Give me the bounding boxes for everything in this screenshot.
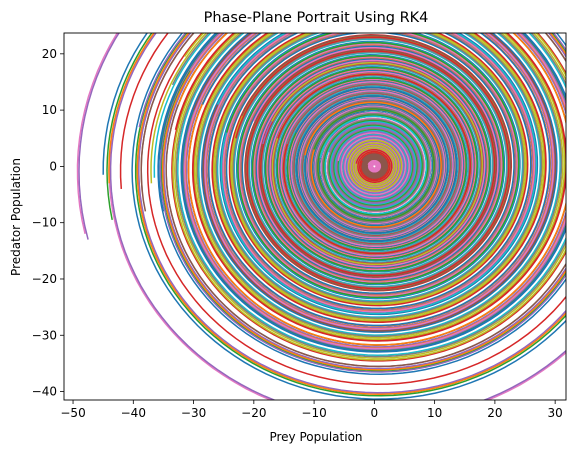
plot-frame bbox=[63, 32, 567, 401]
y-tick-label: −30 bbox=[32, 328, 57, 342]
x-tick-label: −40 bbox=[121, 406, 146, 420]
x-tick-label: 20 bbox=[487, 406, 502, 420]
x-tick-label: 10 bbox=[427, 406, 442, 420]
y-tick-label: 10 bbox=[42, 103, 57, 117]
x-tick-label: −10 bbox=[301, 406, 326, 420]
x-tick-label: −30 bbox=[181, 406, 206, 420]
y-tick-label: −40 bbox=[32, 385, 57, 399]
x-tick-label: 30 bbox=[548, 406, 563, 420]
trajectory-curves bbox=[76, 33, 566, 400]
trajectory-line bbox=[361, 153, 388, 179]
y-tick-label: −10 bbox=[32, 216, 57, 230]
trajectory-line bbox=[367, 159, 382, 173]
x-axis-ticks: −50 −40 −30 −20 −10 0 10 20 30 bbox=[60, 400, 563, 420]
y-axis-ticks: −40 −30 −20 −10 0 10 20 bbox=[32, 47, 64, 399]
chart-title: Phase-Plane Portrait Using RK4 bbox=[204, 10, 429, 26]
x-axis-title: Prey Population bbox=[269, 430, 362, 444]
y-axis-title: Predator Population bbox=[9, 158, 23, 276]
x-tick-label: −50 bbox=[60, 406, 85, 420]
x-tick-label: 0 bbox=[371, 406, 379, 420]
y-tick-label: 0 bbox=[49, 159, 57, 173]
y-tick-label: −20 bbox=[32, 272, 57, 286]
y-tick-label: 20 bbox=[42, 47, 57, 61]
x-tick-label: −20 bbox=[241, 406, 266, 420]
